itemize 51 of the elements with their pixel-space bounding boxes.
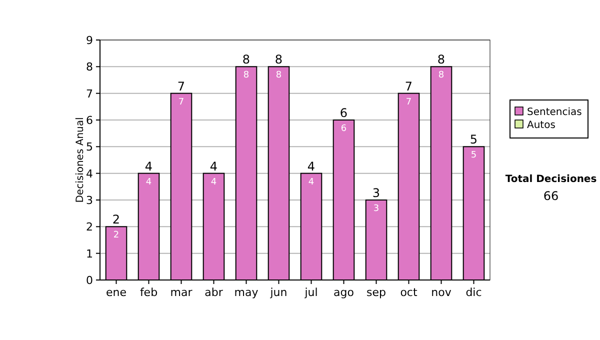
x-tick-label: abr xyxy=(204,286,224,299)
y-axis-title: Decisiones Anual xyxy=(75,117,86,203)
x-tick-label: sep xyxy=(366,286,386,299)
data-label: 8 xyxy=(276,70,282,81)
text: Total Decisiones xyxy=(505,174,597,185)
x-tick-label: ago xyxy=(334,286,354,299)
x-tick-label: dic xyxy=(466,286,482,299)
total-label: 6 xyxy=(340,106,348,120)
data-label: 8 xyxy=(243,70,250,81)
data-label: 6 xyxy=(340,124,347,134)
total-label: 4 xyxy=(307,159,316,174)
total-label: 4 xyxy=(144,159,153,174)
total-label: 8 xyxy=(274,52,283,67)
x-tick-label: jul xyxy=(304,286,318,299)
data-label: 7 xyxy=(406,97,412,108)
total-label: 8 xyxy=(437,52,446,67)
y-tick-label: 5 xyxy=(86,140,93,154)
data-label: 4 xyxy=(308,177,314,188)
y-tick-label: 7 xyxy=(86,87,93,100)
x-tick-label: may xyxy=(234,286,259,299)
x-tick-label: feb xyxy=(140,286,158,299)
y-tick-label: 8 xyxy=(86,60,93,74)
total-label: 5 xyxy=(470,132,478,147)
y-tick-label: 2 xyxy=(86,220,93,234)
total-label: 7 xyxy=(177,79,186,94)
y-tick-label: 1 xyxy=(86,247,93,260)
y-tick-label: 3 xyxy=(86,194,93,207)
y-tick-label: 0 xyxy=(86,274,93,287)
x-tick-label: nov xyxy=(431,286,452,299)
y-tick-label: 6 xyxy=(86,114,93,127)
y-tick-label: 4 xyxy=(86,167,93,180)
data-label: 4 xyxy=(146,177,152,188)
y-tick-label: 9 xyxy=(86,34,93,47)
x-tick-label: oct xyxy=(400,286,418,299)
data-label: 7 xyxy=(178,97,184,108)
legend-label: Autos xyxy=(527,120,556,131)
total-label: 3 xyxy=(372,186,380,200)
x-tick-label: jun xyxy=(269,286,288,299)
data-label: 8 xyxy=(438,70,444,81)
data-label: 3 xyxy=(373,204,380,214)
total-label: 4 xyxy=(210,159,218,174)
text: 66 xyxy=(543,189,559,203)
data-label: 2 xyxy=(113,230,120,241)
total-label: 7 xyxy=(404,79,413,94)
legend-label: Sentencias xyxy=(527,107,582,118)
total-label: 2 xyxy=(112,212,120,227)
x-tick-label: ene xyxy=(106,286,127,299)
data-label: 4 xyxy=(210,177,217,188)
x-tick-label: mar xyxy=(170,286,193,299)
data-label: 5 xyxy=(470,150,477,161)
total-label: 8 xyxy=(242,52,250,67)
